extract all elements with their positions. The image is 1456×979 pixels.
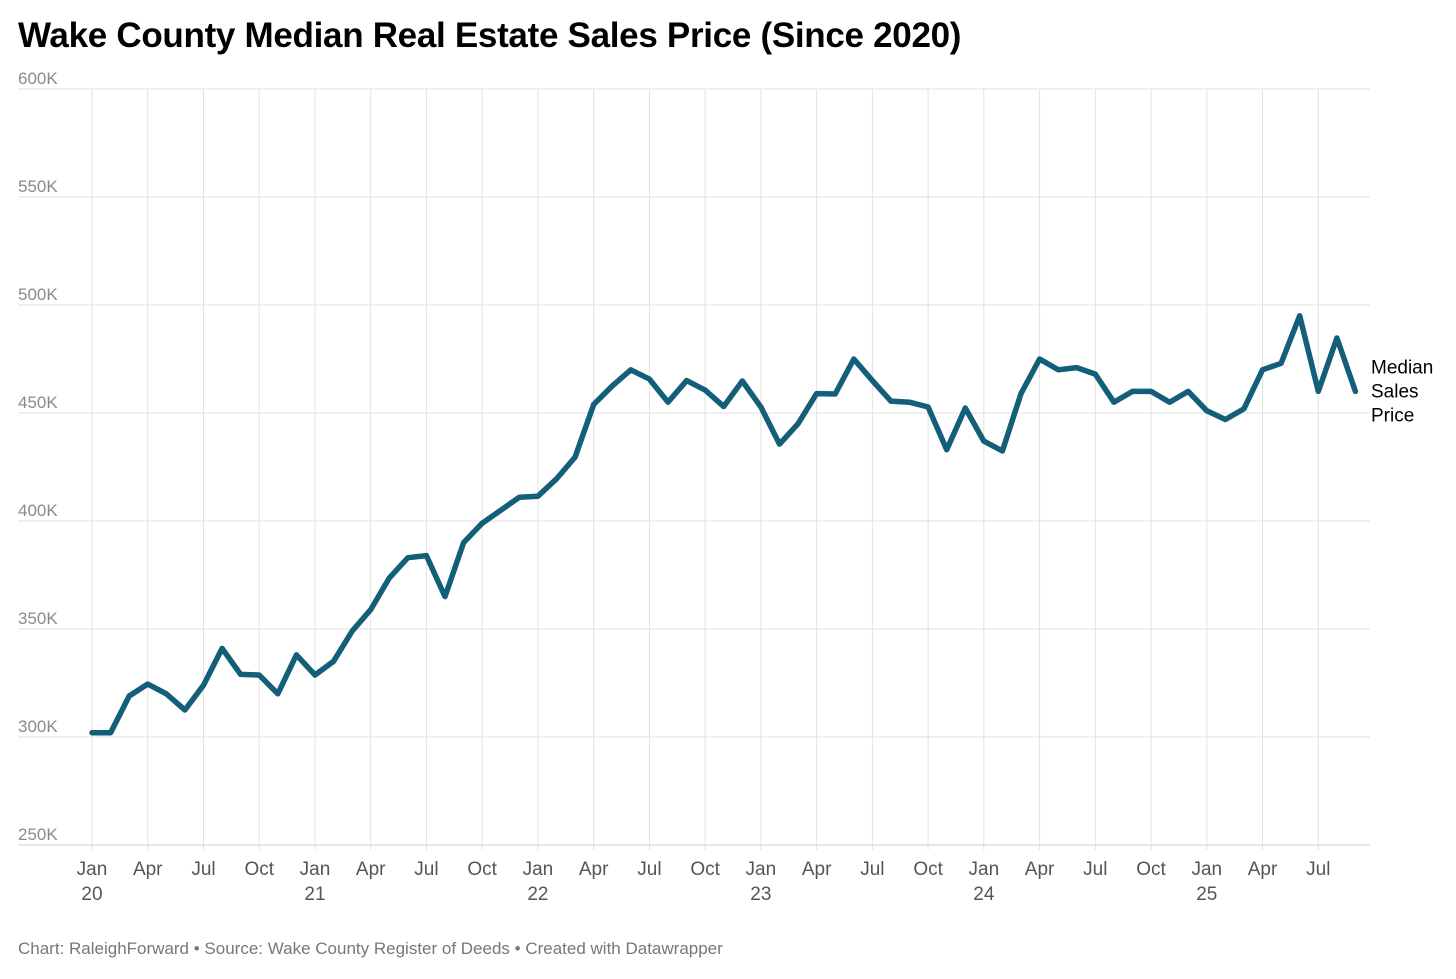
y-tick-label: 550K [18,177,58,196]
x-tick-label: Apr [356,859,386,880]
x-tick-label: Oct [690,859,720,880]
x-tick-year-label: 22 [527,884,548,905]
x-gridlines [91,89,1319,850]
series-label: Sales [1371,381,1419,402]
y-tick-label: 600K [18,69,58,88]
x-tick-label: Apr [1025,859,1055,880]
x-tick-label: Oct [1136,859,1166,880]
x-tick-label: Jan [746,859,777,880]
y-tick-label: 350K [18,609,58,628]
series-lines [89,313,1359,736]
x-tick-label: Apr [802,859,832,880]
y-tick-label: 400K [18,501,58,520]
x-tick-label: Apr [579,859,609,880]
x-tick-label: Jan [969,859,1000,880]
x-tick-label: Oct [244,859,274,880]
x-tick-year-label: 25 [1196,884,1217,905]
x-tick-label: Jul [1083,859,1107,880]
x-tick-year-label: 20 [81,884,102,905]
x-tick-label: Jul [191,859,215,880]
series-label: Price [1371,405,1414,426]
x-tick-label: Jan [523,859,554,880]
x-tick-year-label: 23 [750,884,771,905]
x-tick-label: Jan [1191,859,1222,880]
x-tick-label: Jul [860,859,884,880]
x-tick-label: Apr [133,859,163,880]
x-tick-label: Apr [1248,859,1278,880]
y-tick-label: 250K [18,825,58,844]
x-tick-label: Jan [300,859,331,880]
y-tick-label: 500K [18,285,58,304]
chart-footer: Chart: RaleighForward • Source: Wake Cou… [18,939,723,958]
series-label: Median [1371,357,1433,378]
y-tick-label: 300K [18,717,58,736]
x-tick-year-label: 24 [973,884,995,905]
x-tick-label: Jul [1306,859,1330,880]
y-gridlines [18,88,1370,846]
x-axis-ticks: Jan 20 Apr Jul Oct Jan 21 Apr Jul Oct Jan 22 Apr Jul O… [77,859,1331,905]
x-tick-label: Oct [913,859,943,880]
x-tick-label: Jan [77,859,108,880]
y-tick-label: 450K [18,393,58,412]
x-tick-year-label: 21 [304,884,325,905]
x-tick-label: Jul [637,859,661,880]
series-labels: Median Sales Price [1371,357,1433,426]
y-axis-ticks: 250K 300K 350K 400K 450K 500K 550K 600K [18,69,58,844]
chart-title: Wake County Median Real Estate Sales Pri… [18,16,962,55]
x-tick-label: Oct [467,859,497,880]
series-line-median-sales-price [89,313,1359,736]
x-tick-label: Jul [414,859,438,880]
